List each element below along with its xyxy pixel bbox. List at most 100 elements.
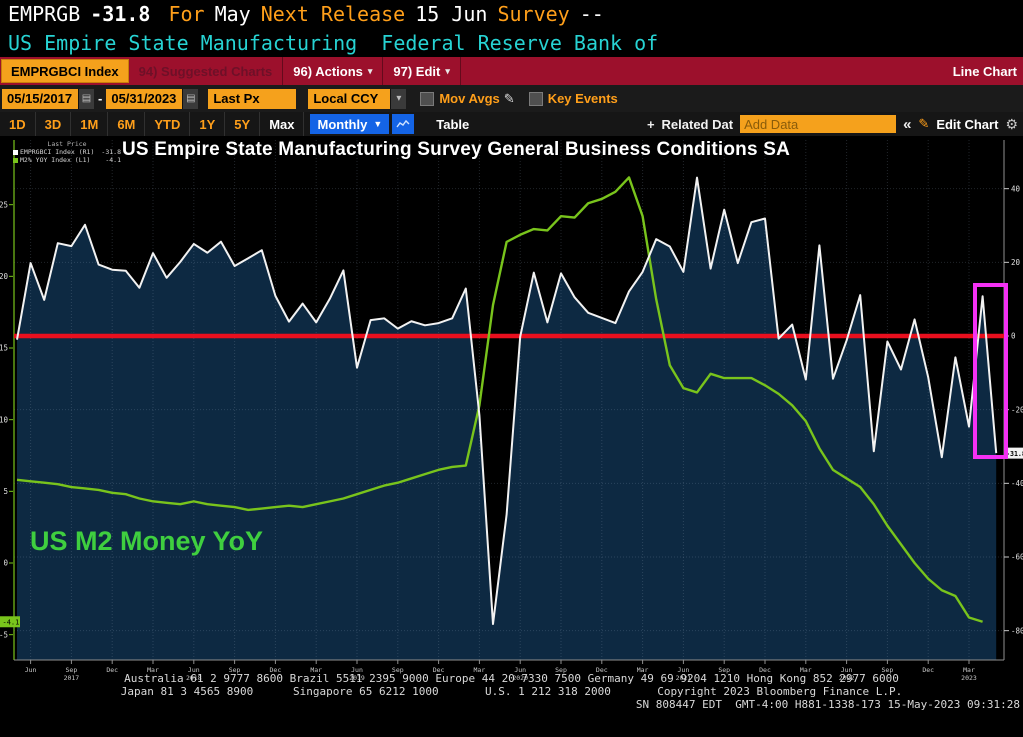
svg-text:20: 20 (0, 272, 8, 281)
svg-text:40: 40 (1011, 184, 1021, 193)
tab-3d[interactable]: 3D (36, 112, 72, 136)
svg-text:Jun: Jun (841, 666, 853, 674)
svg-text:Sep: Sep (392, 666, 404, 674)
line-chart-icon (396, 119, 410, 128)
footer-line-3: SN 808447 EDT GMT-4:00 H881-1338-173 15-… (635, 698, 1020, 711)
actions-menu[interactable]: 96) Actions ▾ (283, 57, 384, 85)
tab-6m[interactable]: 6M (108, 112, 146, 136)
survey-value: -- (579, 2, 604, 26)
svg-text:Dec: Dec (433, 666, 445, 674)
date-to-input[interactable]: 05/31/2023 (106, 88, 183, 109)
svg-text:2018: 2018 (186, 674, 202, 681)
legend-row-emprgbci[interactable]: EMPRGBCI Index (R1) -31.8 (13, 148, 121, 156)
tab-1d[interactable]: 1D (0, 112, 36, 136)
svg-text:2022: 2022 (839, 674, 855, 681)
svg-text:-4.1: -4.1 (3, 619, 20, 627)
menu-bar: EMPRGBCI Index 94) Suggested Charts 96) … (0, 57, 1023, 85)
line-chart-icon-button[interactable] (392, 114, 415, 134)
series-swatch (13, 149, 18, 155)
header-line-2: US Empire State Manufacturing Federal Re… (0, 28, 1023, 57)
key-events-label[interactable]: Key Events (547, 91, 618, 106)
chevron-down-icon: ▼ (373, 119, 383, 129)
svg-text:Sep: Sep (718, 666, 730, 674)
chevron-down-icon[interactable]: ▾ (390, 88, 407, 109)
for-value: May (214, 2, 251, 26)
svg-text:Jun: Jun (678, 666, 690, 674)
gear-icon[interactable]: ⚙ (1005, 115, 1018, 132)
svg-text:Mar: Mar (800, 666, 812, 674)
m2-annotation: US M2 Money YoY (30, 526, 264, 556)
collapse-chevrons-icon[interactable]: « (903, 115, 912, 133)
svg-text:Mar: Mar (147, 666, 159, 674)
svg-text:2019: 2019 (349, 674, 365, 681)
svg-text:2023: 2023 (961, 674, 977, 681)
svg-text:-80: -80 (1011, 626, 1023, 635)
calendar-icon[interactable]: ▤ (182, 88, 199, 109)
survey-label: Survey (497, 2, 570, 26)
add-data-input[interactable] (740, 115, 897, 133)
key-events-checkbox[interactable] (528, 91, 543, 106)
view-mode-label: Line Chart (952, 63, 1017, 79)
svg-text:25: 25 (0, 200, 8, 209)
security-ticker-box[interactable]: EMPRGBCI Index (1, 59, 129, 83)
tab-1m[interactable]: 1M (71, 112, 109, 136)
series-swatch (13, 157, 18, 163)
plus-icon: + (646, 116, 655, 132)
svg-text:-40: -40 (1011, 479, 1023, 488)
svg-text:0: 0 (3, 559, 8, 568)
edit-menu[interactable]: 97) Edit ▾ (383, 57, 461, 85)
ticker-symbol: EMPRGB (8, 2, 81, 26)
tab-ytd[interactable]: YTD (145, 112, 191, 136)
tab-max[interactable]: Max (260, 112, 305, 136)
chart-panel: Jun Sep 2017 Dec Mar Jun 2018 Sep Dec Mar Jun 2019 S… (0, 136, 1023, 681)
currency-select[interactable]: Local CCY (308, 88, 391, 109)
svg-text:Sep: Sep (66, 666, 78, 674)
svg-text:20: 20 (1011, 258, 1021, 267)
mov-avgs-checkbox[interactable] (420, 91, 435, 106)
chart-legend[interactable]: Last Price EMPRGBCI Index (R1) -31.8 M2%… (13, 140, 121, 164)
next-release-label: Next Release (260, 2, 406, 26)
svg-text:15: 15 (0, 344, 8, 353)
svg-text:Dec: Dec (596, 666, 608, 674)
chevron-down-icon: ▾ (445, 65, 450, 76)
svg-text:Dec: Dec (922, 666, 934, 674)
svg-text:10: 10 (0, 415, 8, 424)
legend-header: Last Price (47, 140, 87, 148)
date-range-separator: - (98, 91, 103, 106)
mov-avgs-label[interactable]: Mov Avgs (439, 91, 500, 106)
svg-text:-60: -60 (1011, 553, 1023, 562)
controls-bar: 05/15/2017 ▤ - 05/31/2023 ▤ Last Px Loca… (0, 85, 1023, 112)
for-label: For (168, 2, 205, 26)
edit-chart-button[interactable]: Edit Chart (936, 116, 999, 132)
svg-text:-31.8: -31.8 (1006, 450, 1023, 458)
calendar-icon[interactable]: ▤ (78, 88, 94, 109)
svg-text:Mar: Mar (637, 666, 649, 674)
tab-5y[interactable]: 5Y (225, 112, 261, 136)
tab-1y[interactable]: 1Y (190, 112, 226, 136)
svg-text:Dec: Dec (270, 666, 282, 674)
svg-text:Dec: Dec (106, 666, 118, 674)
legend-row-m2yoy[interactable]: M2% YOY Index (L1) -4.1 (13, 156, 121, 164)
security-description: US Empire State Manufacturing Federal Re… (8, 30, 659, 55)
pencil-icon[interactable]: ✎ (503, 90, 515, 106)
svg-text:2020: 2020 (512, 674, 528, 681)
next-release-value: 15 Jun (415, 2, 488, 26)
svg-text:Sep: Sep (882, 666, 894, 674)
header-line-1: EMPRGB -31.8 For May Next Release 15 Jun… (0, 0, 1023, 28)
pencil-icon: ✎ (918, 116, 930, 131)
periodicity-dropdown[interactable]: Monthly ▼ (310, 114, 390, 134)
date-from-input[interactable]: 05/15/2017 (2, 88, 78, 109)
svg-text:5: 5 (3, 487, 8, 496)
svg-text:-5: -5 (0, 630, 8, 639)
svg-text:2021: 2021 (676, 674, 692, 681)
svg-text:Dec: Dec (759, 666, 771, 674)
period-tab-bar: 1D 3D 1M 6M YTD 1Y 5Y Max Monthly ▼ Tabl… (0, 112, 1023, 136)
suggested-charts-menu[interactable]: 94) Suggested Charts (129, 57, 284, 85)
tab-table[interactable]: Table (436, 116, 470, 132)
related-data-button[interactable]: Related Dat (661, 116, 734, 132)
ticker-last-value: -31.8 (90, 2, 151, 26)
chart-title: US Empire State Manufacturing Survey Gen… (122, 139, 790, 160)
svg-text:0: 0 (1011, 332, 1016, 341)
price-field-input[interactable]: Last Px (208, 88, 297, 109)
